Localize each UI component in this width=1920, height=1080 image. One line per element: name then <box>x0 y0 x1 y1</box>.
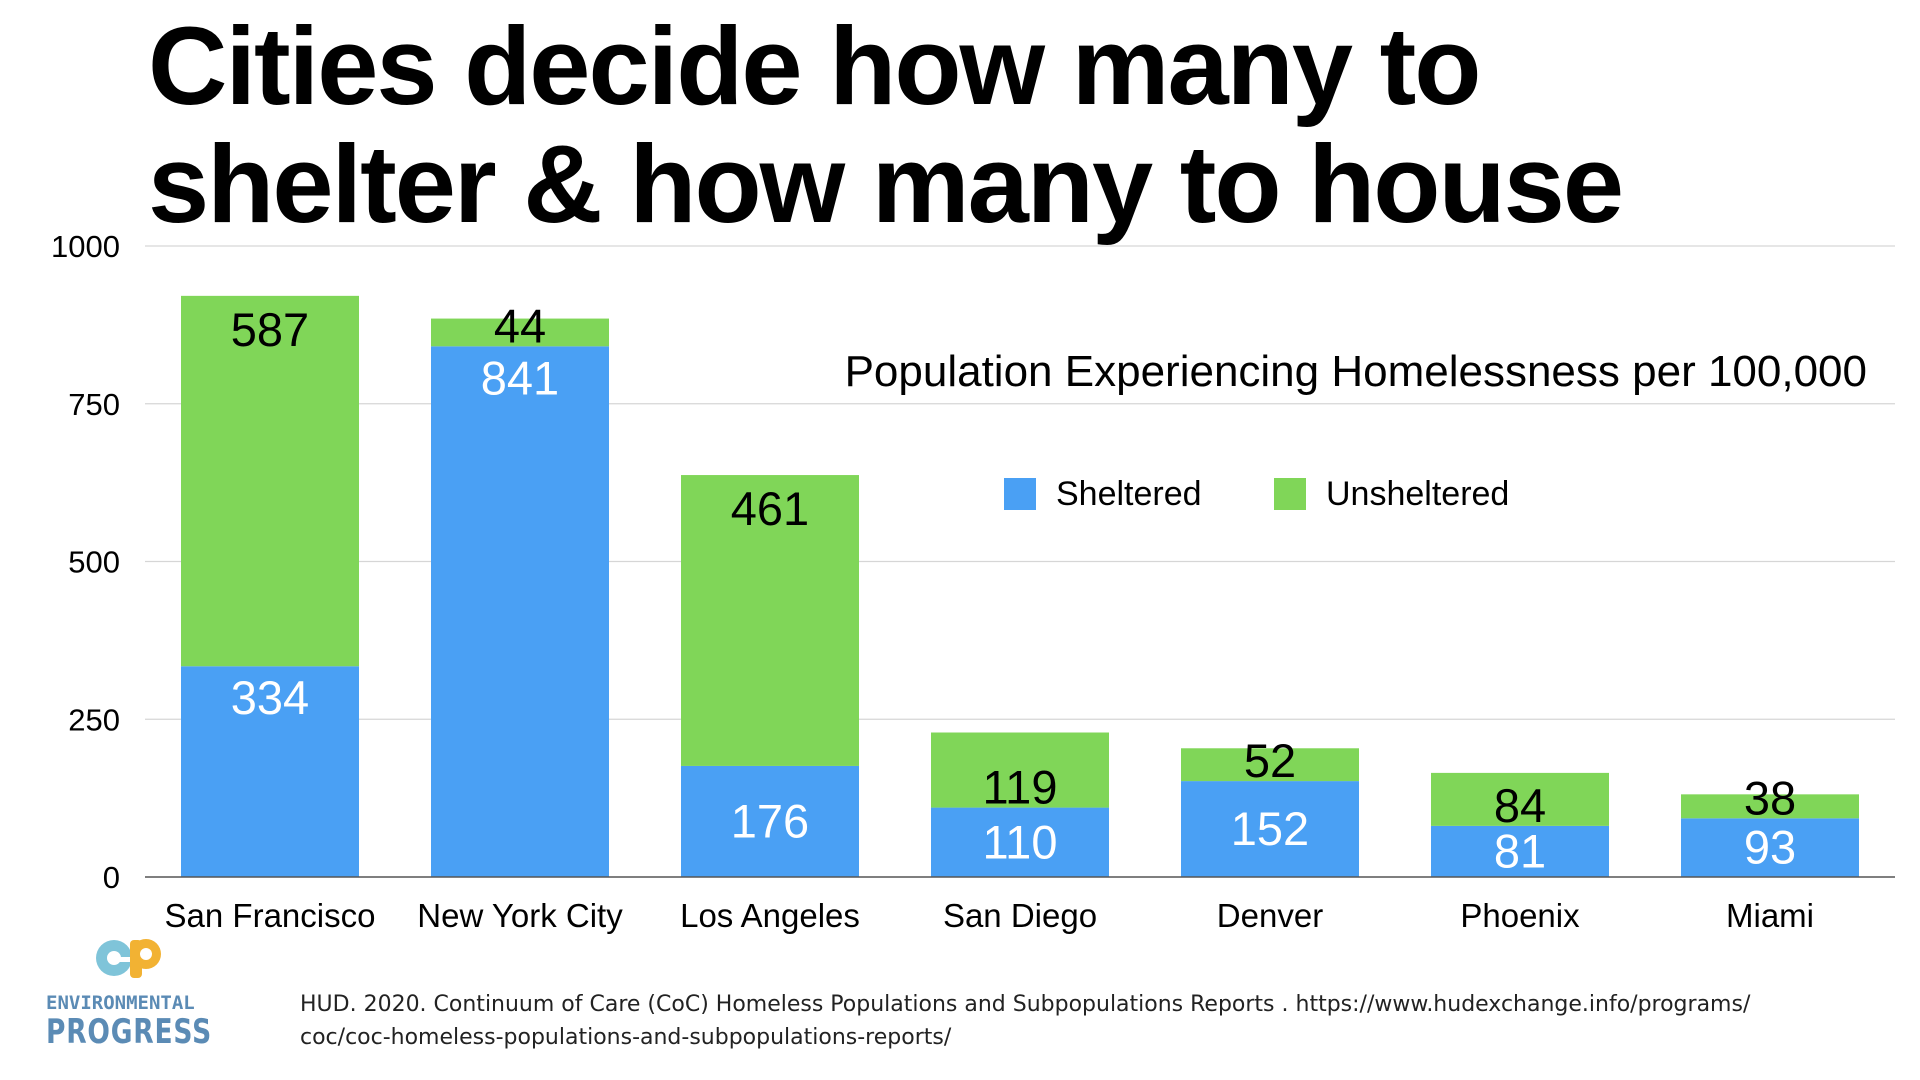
y-tick-label: 750 <box>68 387 120 422</box>
bar-unsheltered-phoenix <box>1431 772 1609 826</box>
y-tick-label: 250 <box>68 702 120 737</box>
data-label: 152 <box>1231 802 1309 855</box>
page-title: Cities decide how many to shelter & how … <box>148 8 1868 244</box>
data-label: 93 <box>1744 821 1796 874</box>
data-label: 81 <box>1494 824 1546 877</box>
data-label: 841 <box>481 351 559 404</box>
data-label: 119 <box>983 761 1058 814</box>
bar-unsheltered-los-angeles <box>681 475 859 766</box>
x-tick-label: San Francisco <box>165 897 376 934</box>
x-tick-label: New York City <box>417 897 623 934</box>
bar-sheltered-new-york-city <box>431 346 609 878</box>
legend-swatch-sheltered <box>1004 478 1036 510</box>
source-line-2: coc/coc-homeless-populations-and-subpopu… <box>300 1025 952 1050</box>
bar-unsheltered-denver <box>1181 748 1359 782</box>
data-label: 587 <box>231 303 309 356</box>
bar-sheltered-phoenix <box>1431 825 1609 877</box>
bar-sheltered-san-francisco <box>181 666 359 877</box>
bar-unsheltered-san-diego <box>931 732 1109 808</box>
bar-sheltered-los-angeles <box>681 765 859 877</box>
bar-unsheltered-san-francisco <box>181 295 359 667</box>
data-label: 44 <box>494 299 546 352</box>
logo-text-environmental: ENVIRONMENTAL <box>46 992 195 1014</box>
x-tick-label: San Diego <box>943 897 1097 934</box>
bar-sheltered-miami <box>1681 818 1859 877</box>
x-tick-label: Denver <box>1217 897 1323 934</box>
data-label: 38 <box>1744 771 1796 824</box>
legend-label-sheltered: Sheltered <box>1056 475 1202 513</box>
x-tick-label: Los Angeles <box>680 897 860 934</box>
legend-label-unsheltered: Unsheltered <box>1326 475 1509 513</box>
bar-unsheltered-new-york-city <box>431 318 609 347</box>
x-tick-label: Miami <box>1726 897 1814 934</box>
y-tick-label: 500 <box>68 545 120 580</box>
y-tick-label: 0 <box>103 860 120 895</box>
data-label: 176 <box>731 794 809 847</box>
x-tick-label: Phoenix <box>1460 897 1580 934</box>
data-label: 334 <box>231 671 309 724</box>
bar-sheltered-denver <box>1181 781 1359 877</box>
source-citation: HUD. 2020. Continuum of Care (CoC) Homel… <box>300 988 1800 1054</box>
bar-sheltered-san-diego <box>931 807 1109 877</box>
bar-unsheltered-miami <box>1681 794 1859 819</box>
data-label: 110 <box>983 815 1058 868</box>
ep-logo-icon <box>96 939 161 978</box>
legend-swatch-unsheltered <box>1274 478 1306 510</box>
chart-title: Population Experiencing Homelessness per… <box>845 347 1867 396</box>
logo-text-progress: PROGRESS <box>46 1012 212 1052</box>
data-label: 461 <box>731 482 809 535</box>
data-label: 84 <box>1494 779 1546 832</box>
title-line-2: shelter & how many to house <box>148 123 1624 246</box>
source-line-1: HUD. 2020. Continuum of Care (CoC) Homel… <box>300 992 1751 1017</box>
y-tick-label: 1000 <box>51 229 120 264</box>
title-line-1: Cities decide how many to <box>148 5 1481 128</box>
environmental-progress-logo: ENVIRONMENTAL PROGRESS <box>46 930 226 1052</box>
data-label: 52 <box>1244 734 1296 787</box>
